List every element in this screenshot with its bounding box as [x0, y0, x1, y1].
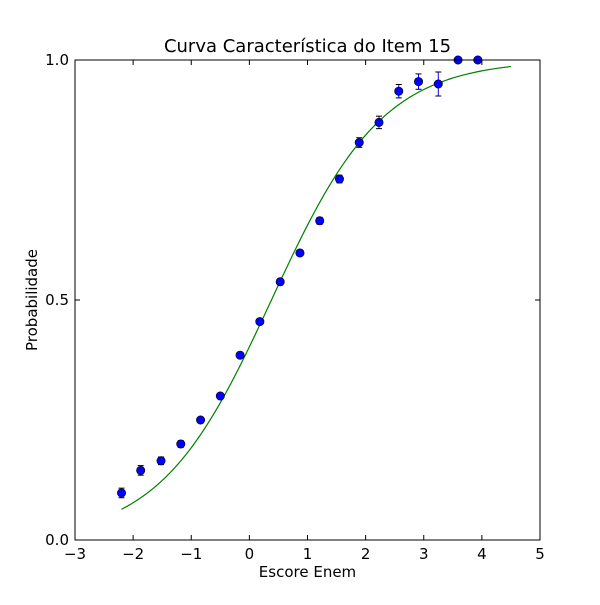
data-point	[275, 277, 285, 287]
data-point	[433, 79, 443, 89]
y-tick-label: 0.0	[45, 531, 69, 549]
data-point	[117, 488, 127, 498]
x-tick-label: 2	[361, 545, 371, 563]
x-tick-label: 4	[477, 545, 487, 563]
data-point	[176, 439, 186, 449]
data-point	[215, 391, 225, 401]
x-tick-label: 5	[535, 545, 545, 563]
y-axis-label: Probabilidade	[23, 249, 41, 351]
y-tick-label: 0.5	[45, 291, 69, 309]
data-point	[354, 138, 364, 148]
data-point	[315, 216, 325, 226]
x-tick-label: −2	[122, 545, 144, 563]
axis-ticks-layer: −3 −2 −1 0 1 2 3 4 5 0.0 0.5 1.0	[45, 51, 545, 563]
data-point	[196, 415, 206, 425]
x-tick-label: −3	[64, 545, 86, 563]
data-point	[295, 248, 305, 258]
x-tick-label: 0	[245, 545, 255, 563]
data-point	[255, 317, 265, 327]
data-point	[235, 350, 245, 360]
data-points-layer	[117, 55, 483, 499]
data-point	[414, 77, 424, 87]
data-point	[394, 86, 404, 96]
y-tick-label: 1.0	[45, 51, 69, 69]
fitted-curve-line	[121, 65, 512, 510]
data-point	[136, 465, 146, 475]
data-point	[156, 456, 166, 466]
x-tick-label: −1	[180, 545, 202, 563]
fitted-curve-layer	[121, 65, 512, 510]
data-point	[374, 117, 384, 127]
x-axis-label: Escore Enem	[259, 563, 356, 581]
x-tick-label: 3	[419, 545, 429, 563]
chart-title: Curva Característica do Item 15	[164, 36, 451, 57]
x-tick-label: 1	[303, 545, 313, 563]
data-point	[334, 174, 344, 184]
